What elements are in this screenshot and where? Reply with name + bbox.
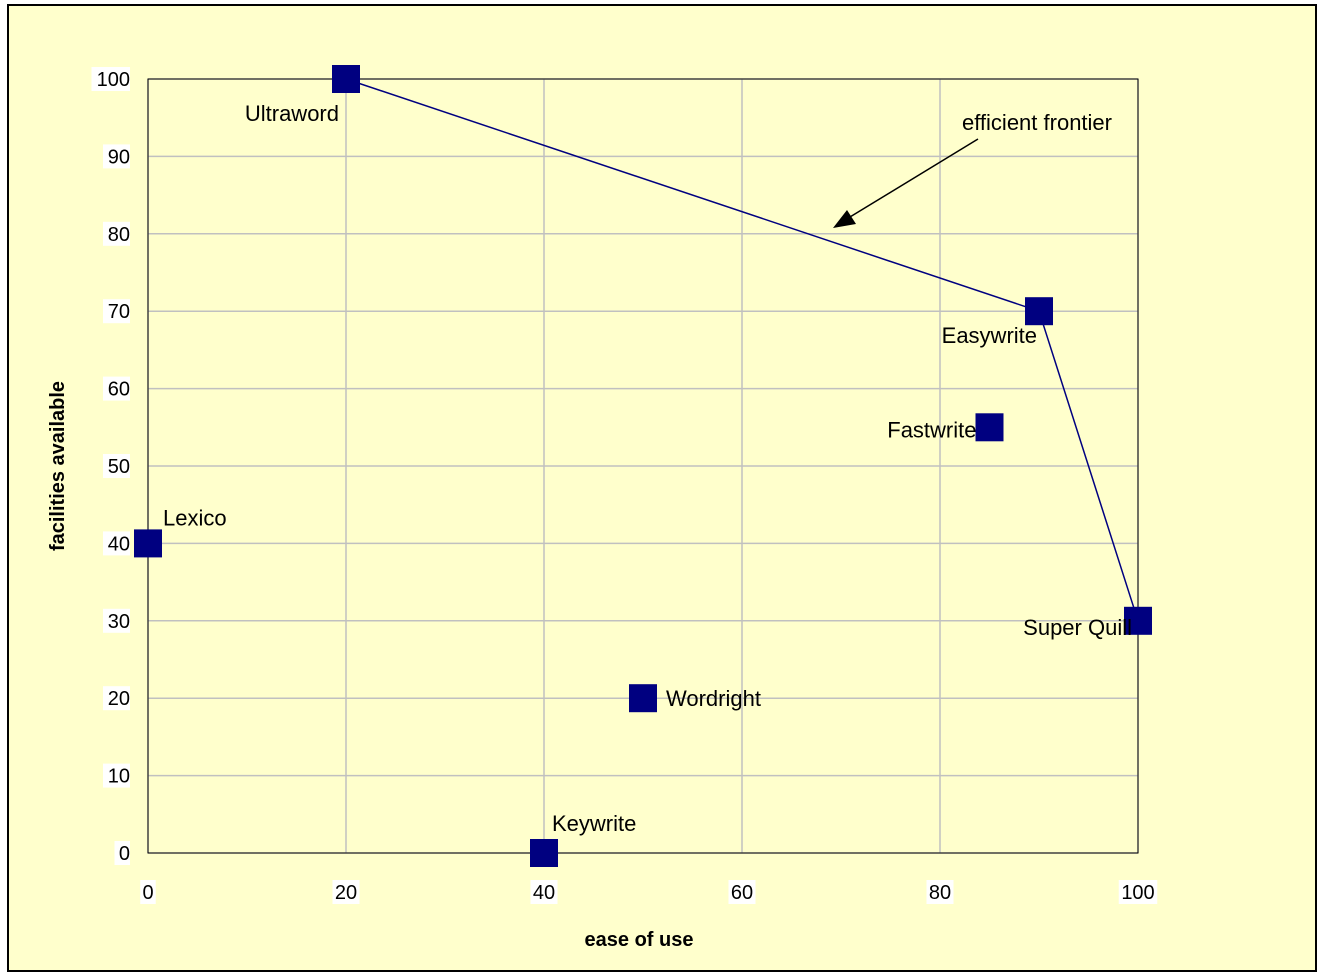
data-point-marker bbox=[1025, 297, 1053, 326]
y-tick-label: 0 bbox=[119, 843, 130, 865]
point-label: Lexico bbox=[163, 505, 227, 530]
y-tick-label: 80 bbox=[108, 224, 130, 246]
data-point-marker bbox=[530, 839, 558, 867]
point-label: Easywrite bbox=[942, 323, 1037, 348]
y-tick-label-background bbox=[103, 376, 130, 401]
y-tick-label: 30 bbox=[108, 611, 130, 633]
point-label: Super Quill bbox=[1023, 615, 1132, 640]
y-tick-label-background bbox=[103, 299, 130, 324]
frontier-annotation-arrow bbox=[844, 138, 979, 221]
x-tick-label-background bbox=[140, 880, 156, 904]
y-tick-label-background bbox=[103, 763, 130, 788]
data-point-marker bbox=[629, 684, 657, 713]
data-points bbox=[134, 65, 1152, 867]
y-tick-label: 100 bbox=[97, 69, 130, 91]
y-tick-label-background bbox=[103, 221, 130, 246]
point-label: Ultraword bbox=[245, 101, 339, 126]
arrowhead-icon bbox=[833, 210, 856, 228]
x-tick-label-background bbox=[530, 880, 558, 904]
y-tick-label-background bbox=[91, 67, 130, 91]
y-tick-label-background bbox=[103, 454, 130, 478]
y-tick-label-background bbox=[114, 841, 130, 865]
y-tick-label-background bbox=[103, 608, 130, 633]
y-tick-label: 40 bbox=[108, 533, 130, 555]
y-tick-label: 90 bbox=[108, 146, 130, 168]
x-axis-tick-labels: 0 20 40 60 80 100 bbox=[140, 880, 1158, 904]
y-tick-label: 50 bbox=[108, 456, 130, 478]
data-point-marker bbox=[1124, 606, 1152, 635]
x-tick-label: 40 bbox=[533, 882, 555, 904]
y-tick-label-background bbox=[103, 531, 130, 556]
x-tick-label: 0 bbox=[142, 882, 153, 904]
x-tick-label: 80 bbox=[929, 882, 951, 904]
x-tick-label-background bbox=[728, 880, 756, 904]
x-tick-label: 100 bbox=[1121, 882, 1154, 904]
y-tick-label: 70 bbox=[108, 301, 130, 323]
point-labels: Ultraword Easywrite Fastwrite Lexico Super Q… bbox=[163, 101, 1132, 836]
x-tick-label: 60 bbox=[731, 882, 753, 904]
plot-area-border bbox=[147, 78, 1139, 854]
y-tick-label: 10 bbox=[108, 766, 130, 788]
x-tick-label: 20 bbox=[335, 882, 357, 904]
chart-frame bbox=[7, 4, 1317, 972]
point-label: Fastwrite bbox=[887, 417, 976, 442]
data-point-marker bbox=[332, 65, 360, 93]
x-axis-title: ease of use bbox=[585, 929, 694, 951]
point-label: Keywrite bbox=[552, 811, 636, 836]
y-tick-label-background bbox=[103, 144, 130, 169]
y-tick-label: 20 bbox=[108, 688, 130, 710]
gridlines bbox=[147, 78, 1139, 854]
frontier-annotation-label: efficient frontier bbox=[962, 110, 1112, 135]
frontier-annotation: efficient frontier bbox=[833, 110, 1112, 228]
x-tick-label-background bbox=[332, 880, 360, 904]
point-label: Wordright bbox=[666, 686, 761, 711]
x-tick-label-background bbox=[926, 880, 954, 904]
y-axis-tick-labels: 0 10 20 30 40 50 60 70 80 90 100 bbox=[91, 67, 130, 865]
data-point-marker bbox=[975, 413, 1004, 442]
y-tick-label-background bbox=[103, 686, 130, 711]
y-tick-label: 60 bbox=[108, 379, 130, 401]
data-point-marker bbox=[134, 529, 162, 558]
x-tick-label-background bbox=[1118, 880, 1158, 904]
y-axis-title: facilities available bbox=[47, 381, 69, 551]
